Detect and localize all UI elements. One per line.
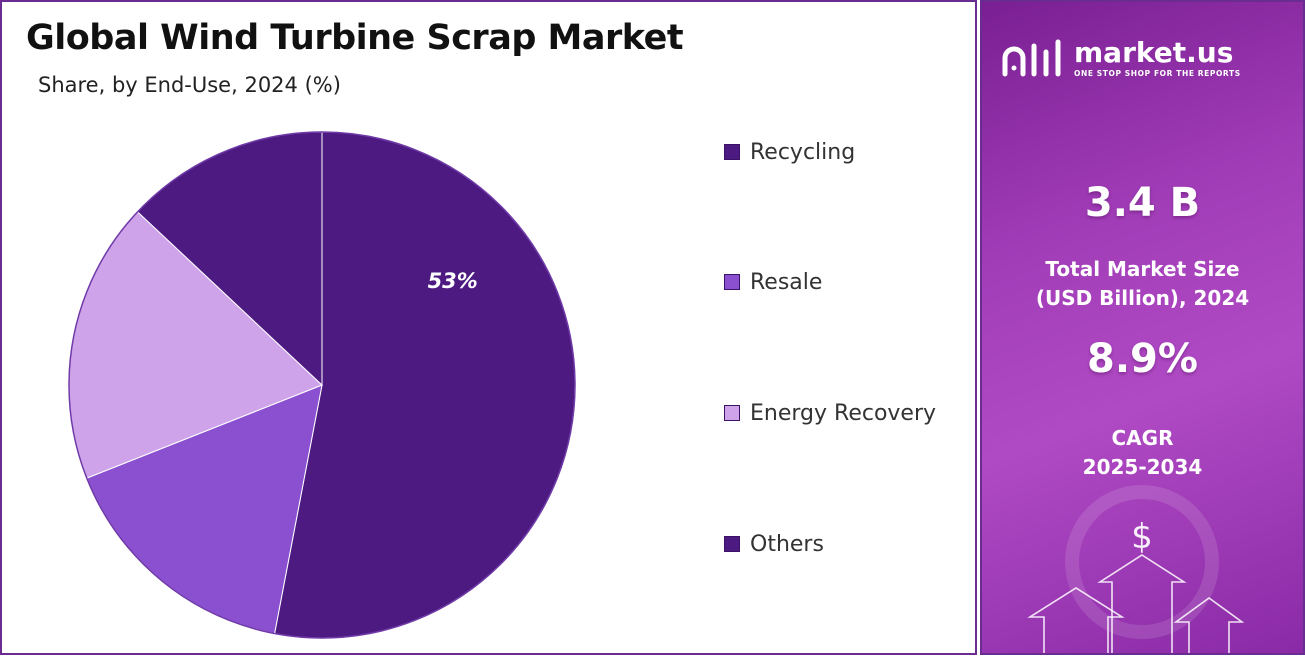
cagr-label-line1: CAGR [1111, 426, 1174, 450]
background-graphic: $ [1027, 485, 1245, 653]
arrow-up-icon [1027, 587, 1125, 653]
legend-label: Others [750, 531, 824, 557]
dollar-icon: $ [1131, 517, 1153, 557]
market-us-logo-icon [1002, 39, 1061, 77]
legend-item-others: Others [724, 529, 824, 559]
cagr-value: 8.9% [1087, 336, 1198, 382]
pie-chart: 53% [68, 131, 576, 639]
market-size-label-line1: Total Market Size [1045, 257, 1240, 281]
arrow-up-icon [1173, 597, 1245, 653]
legend-label: Energy Recovery [750, 400, 937, 426]
legend-item-recycling: Recycling [724, 137, 855, 167]
legend-item-resale: Resale [724, 267, 822, 297]
market-size-label-line2: (USD Billion), 2024 [1035, 286, 1250, 310]
chart-panel: Global Wind Turbine Scrap Market Share, … [0, 0, 977, 655]
brand-name: market.us [1074, 36, 1234, 69]
arrow-up-icon [1097, 554, 1187, 653]
legend-swatch [724, 536, 740, 552]
legend-swatch [724, 274, 740, 290]
chart-title: Global Wind Turbine Scrap Market [26, 18, 684, 58]
brand-logo: market.us ONE STOP SHOP FOR THE REPORTS [1000, 38, 1241, 78]
pie-outline [68, 131, 576, 639]
legend-swatch [724, 405, 740, 421]
legend-swatch [724, 144, 740, 160]
chart-subtitle: Share, by End-Use, 2024 (%) [38, 73, 341, 97]
brand-tagline: ONE STOP SHOP FOR THE REPORTS [1074, 69, 1241, 78]
cagr-label-line2: 2025-2034 [1082, 455, 1203, 479]
market-size-value: 3.4 B [1084, 180, 1201, 226]
pie-data-label: 53% [428, 269, 478, 293]
legend-label: Recycling [750, 139, 856, 165]
summary-panel: $ market.us ONE STOP SHOP FOR THE REPORT… [980, 0, 1305, 655]
legend-item-energy-recovery: Energy Recovery [724, 398, 936, 428]
legend-label: Resale [750, 269, 823, 295]
